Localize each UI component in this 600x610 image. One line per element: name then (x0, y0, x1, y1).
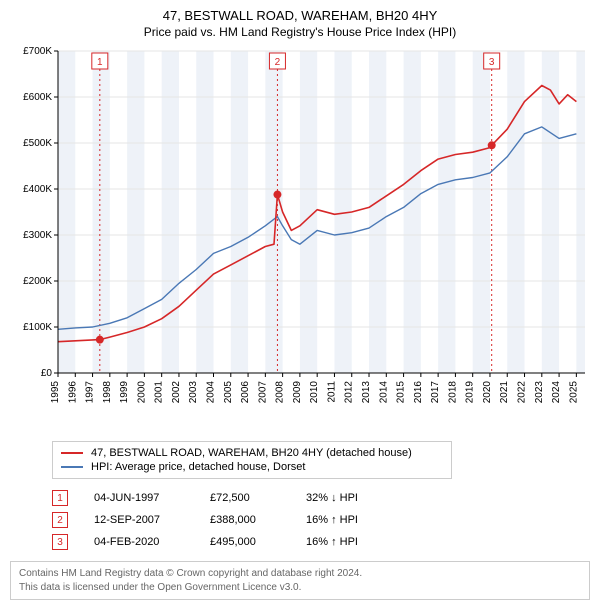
svg-text:2008: 2008 (275, 381, 286, 404)
svg-text:2022: 2022 (517, 381, 528, 404)
svg-text:2023: 2023 (534, 381, 545, 404)
svg-text:2004: 2004 (206, 381, 217, 404)
svg-text:2011: 2011 (326, 381, 337, 403)
svg-text:£700K: £700K (23, 46, 52, 57)
svg-text:2012: 2012 (344, 381, 355, 404)
legend-item: 47, BESTWALL ROAD, WAREHAM, BH20 4HY (de… (61, 446, 443, 460)
marker-date: 04-JUN-1997 (94, 492, 184, 504)
chart-title-line2: Price paid vs. HM Land Registry's House … (10, 25, 590, 39)
svg-text:2000: 2000 (136, 381, 147, 404)
svg-text:1996: 1996 (67, 381, 78, 404)
svg-text:£500K: £500K (23, 138, 52, 149)
svg-text:1: 1 (97, 57, 103, 68)
legend-swatch (61, 452, 83, 454)
svg-text:2018: 2018 (447, 381, 458, 404)
svg-text:2005: 2005 (223, 381, 234, 404)
svg-text:£200K: £200K (23, 276, 52, 287)
marker-pct: 32% ↓ HPI (306, 492, 358, 504)
svg-text:£100K: £100K (23, 322, 52, 333)
legend-label: HPI: Average price, detached house, Dors… (91, 461, 305, 473)
marker-table: 1 04-JUN-1997 £72,500 32% ↓ HPI 2 12-SEP… (52, 487, 590, 553)
svg-text:2010: 2010 (309, 381, 320, 404)
svg-text:2019: 2019 (465, 381, 476, 404)
svg-text:1999: 1999 (119, 381, 130, 404)
svg-text:2013: 2013 (361, 381, 372, 404)
svg-text:£300K: £300K (23, 230, 52, 241)
svg-text:1995: 1995 (50, 381, 61, 404)
attribution-line1: Contains HM Land Registry data © Crown c… (19, 567, 581, 581)
svg-text:2001: 2001 (154, 381, 165, 404)
svg-text:2006: 2006 (240, 381, 251, 404)
svg-text:2003: 2003 (188, 381, 199, 404)
line-chart-svg: £0 £100K £200K £300K £400K £500K £600K £700K 199… (10, 45, 590, 435)
marker-price: £388,000 (210, 514, 280, 526)
svg-text:£400K: £400K (23, 184, 52, 195)
marker-row: 1 04-JUN-1997 £72,500 32% ↓ HPI (52, 487, 590, 509)
legend-label: 47, BESTWALL ROAD, WAREHAM, BH20 4HY (de… (91, 447, 412, 459)
svg-text:2024: 2024 (551, 381, 562, 404)
svg-text:3: 3 (489, 57, 495, 68)
marker-badge: 1 (52, 490, 68, 506)
svg-text:2002: 2002 (171, 381, 182, 404)
chart-title-line1: 47, BESTWALL ROAD, WAREHAM, BH20 4HY (10, 8, 590, 23)
marker-price: £72,500 (210, 492, 280, 504)
svg-text:2014: 2014 (378, 381, 389, 404)
svg-text:2007: 2007 (257, 381, 268, 404)
marker-badge: 3 (52, 534, 68, 550)
svg-text:2: 2 (275, 57, 281, 68)
legend: 47, BESTWALL ROAD, WAREHAM, BH20 4HY (de… (52, 441, 452, 479)
svg-text:2025: 2025 (568, 381, 579, 404)
marker-badge: 2 (52, 512, 68, 528)
legend-swatch (61, 466, 83, 468)
marker-row: 3 04-FEB-2020 £495,000 16% ↑ HPI (52, 531, 590, 553)
marker-date: 12-SEP-2007 (94, 514, 184, 526)
svg-text:£600K: £600K (23, 92, 52, 103)
marker-pct: 16% ↑ HPI (306, 514, 358, 526)
svg-text:2017: 2017 (430, 381, 441, 404)
attribution-box: Contains HM Land Registry data © Crown c… (10, 561, 590, 600)
chart-area: £0 £100K £200K £300K £400K £500K £600K £700K 199… (10, 45, 590, 435)
svg-text:1998: 1998 (102, 381, 113, 404)
marker-price: £495,000 (210, 536, 280, 548)
svg-text:2021: 2021 (499, 381, 510, 404)
attribution-line2: This data is licensed under the Open Gov… (19, 581, 581, 595)
marker-row: 2 12-SEP-2007 £388,000 16% ↑ HPI (52, 509, 590, 531)
svg-text:2016: 2016 (413, 381, 424, 404)
svg-text:2020: 2020 (482, 381, 493, 404)
svg-text:£0: £0 (41, 368, 53, 379)
svg-text:2015: 2015 (396, 381, 407, 404)
legend-item: HPI: Average price, detached house, Dors… (61, 460, 443, 474)
svg-text:2009: 2009 (292, 381, 303, 404)
marker-date: 04-FEB-2020 (94, 536, 184, 548)
marker-pct: 16% ↑ HPI (306, 536, 358, 548)
svg-text:1997: 1997 (85, 381, 96, 404)
